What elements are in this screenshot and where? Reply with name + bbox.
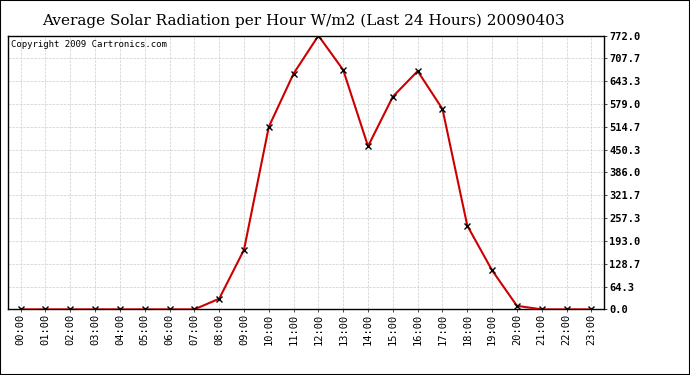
Text: Copyright 2009 Cartronics.com: Copyright 2009 Cartronics.com <box>11 40 167 49</box>
Text: Average Solar Radiation per Hour W/m2 (Last 24 Hours) 20090403: Average Solar Radiation per Hour W/m2 (L… <box>42 13 565 27</box>
